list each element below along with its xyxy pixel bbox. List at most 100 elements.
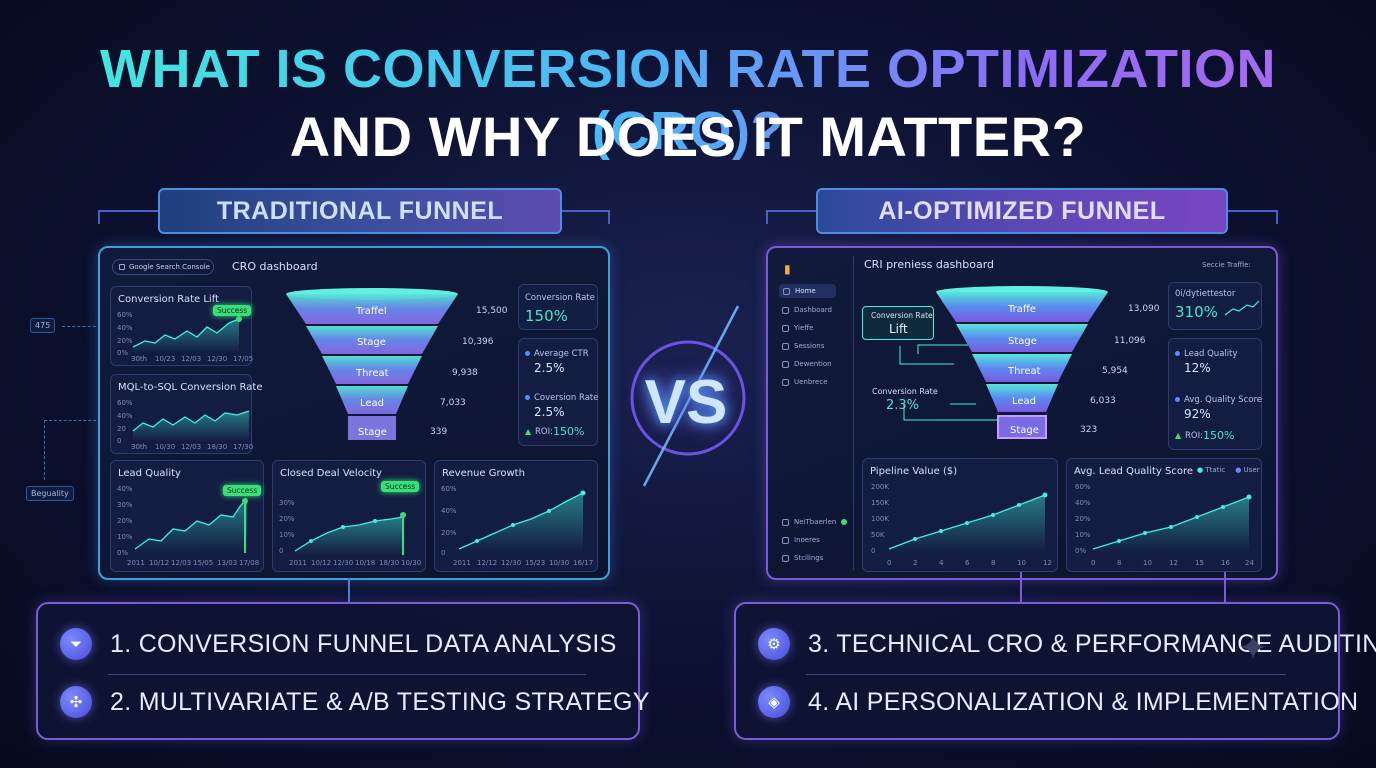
traffic-icon [782,324,789,332]
traditional-funnel-label: TRADITIONAL FUNNEL [158,188,562,234]
funnel-stage: Lead [1012,396,1037,407]
x-tick: 17/08 [239,559,260,567]
funnel-icon: ⏷ [60,628,92,660]
x-tick: 12/30 [207,355,228,363]
legend-label: User [1243,466,1260,474]
sparkline [1224,300,1260,316]
bell-icon [782,518,789,526]
gsc-tab[interactable]: Google Search Console [112,259,214,275]
x-tick: 15 [1195,559,1204,567]
y-tick: 20% [441,529,457,537]
sidebar-item-audience[interactable]: Uenbrece [782,378,828,386]
quality-stats-card: Lead Quality 12% Avg. Quality Score 92% … [1168,338,1262,450]
x-tick: 12/03 [181,443,202,451]
chart-legend: ● Ttatic ● User [1197,466,1260,474]
x-tick: 24 [1245,559,1254,567]
connector-line [62,326,106,400]
roi-value: 150% [553,425,585,438]
flow-arrows [899,344,998,421]
legend-item: ● Ttatic [1197,466,1225,474]
stat-value: 150% [525,307,568,325]
x-tick: 2011 [453,559,471,567]
connector-line [348,578,350,604]
up-arrow-icon: ▲ [1175,431,1182,440]
service-label: 4. AI PERSONALIZATION & IMPLEMENTATION [808,687,1359,716]
mql-sql-card: MQL-to-SQL Conversion Rate 60% 40% 20 0 … [110,374,262,454]
funnel-value: 15,500 [476,306,508,316]
bullet-dot [525,351,530,356]
brain-chip-icon: ◈ [758,686,790,718]
area-chart [458,490,586,553]
gsc-tab-label: Google Search Console [129,263,210,271]
sidebar-item-settings[interactable]: Stcilings [782,554,823,562]
sidebar-item-label: Uenbrece [794,378,828,386]
sidebar-item-sessions[interactable]: Sessions [782,342,824,350]
funnel-stage: Stage [1008,336,1037,347]
funnel-value: 5,954 [1102,366,1128,376]
side-node-475: 475 [30,318,56,333]
y-tick: 60% [117,399,133,407]
services-box-left: ⏷ 1. CONVERSION FUNNEL DATA ANALYSIS ✣ 2… [36,602,649,740]
x-tick: 2011 [127,559,145,567]
card-title: Lead Quality [118,468,181,479]
x-tick: 10 [1143,559,1152,567]
x-tick: 17/05 [233,355,254,363]
sidebar-item-integrations[interactable]: Inoeres [782,536,820,544]
x-tick: 15/23 [525,559,546,567]
pipeline-value-card: Pipeline Value ($) 200K 150K 100K 50K 0 … [862,458,1058,572]
y-tick: 10% [117,533,133,541]
sidebar-item-retention[interactable]: Dewention [782,360,832,368]
y-tick: 30% [279,499,295,507]
line-chart [134,498,248,553]
y-tick: 0 [279,547,284,555]
x-tick: 2 [913,559,918,567]
stat-value: 2.5% [534,361,565,375]
x-tick: 16 [1221,559,1230,567]
x-tick: 10/30 [401,559,422,567]
area-chart [888,492,1048,553]
x-tick: 0 [887,559,892,567]
x-tick: 30th [131,355,148,363]
x-tick: 12 [1043,559,1052,567]
sidebar-item-notifications[interactable]: NeiTbaerlen [782,518,848,526]
funnel-stage: Threat [1008,366,1041,377]
card-title: Pipeline Value ($) [870,466,958,477]
closed-deal-velocity-card: Closed Deal Velocity Success 30% 20% 10%… [272,460,426,572]
vs-label: VS [644,368,728,437]
service-item: ⏷ 1. CONVERSION FUNNEL DATA ANALYSIS [60,628,617,660]
y-tick: 0% [117,349,129,357]
stat-label: Lead Quality [1184,349,1238,359]
y-tick: 20% [1075,515,1091,523]
funnel-stage: Stage [358,427,387,438]
y-tick: 50K [871,531,885,539]
x-tick: 4 [939,559,944,567]
bullet-dot [1175,397,1180,402]
traditional-funnel-chart [286,288,458,440]
x-tick: 17/30 [233,443,254,451]
sidebar-item-home[interactable]: Home [779,284,836,298]
y-tick: 0% [1075,547,1087,555]
y-tick: 40% [117,485,133,493]
stat-label: 0i/dytiettestor [1175,289,1236,299]
dashboard-title: CRO dashboard [232,260,318,273]
gear-icon [782,554,789,562]
x-tick: 10/12 [149,559,170,567]
x-tick: 16/17 [573,559,594,567]
conversion-rate-value: 2.3% [886,398,920,413]
network-icon: ✣ [60,686,92,718]
stat-value: 12% [1184,361,1211,375]
funnel-stage: Traffel [356,306,387,317]
lift-label: Conversion Rate [871,311,933,320]
ai-optimized-funnel-label: AI-OPTIMIZED FUNNEL [816,188,1228,234]
y-tick: 60% [441,485,457,493]
title-line-2: AND WHY DOES IT MATTER? [289,105,1087,168]
avg-lead-quality-card: Avg. Lead Quality Score ● Ttatic ● User … [1066,458,1262,572]
sidebar-item-dashboard[interactable]: Dashboard [782,306,832,314]
service-label: 2. MULTIVARIATE & A/B TESTING STRATEGY [110,687,650,716]
dashboard-title: CRI preniess dashboard [864,258,995,271]
y-tick: 40% [1075,499,1091,507]
funnel-value: 7,033 [440,398,466,408]
roi-value: 150% [1203,429,1235,442]
sidebar-item-traffic[interactable]: Yieffe [782,324,813,332]
connector-line [1224,572,1226,604]
